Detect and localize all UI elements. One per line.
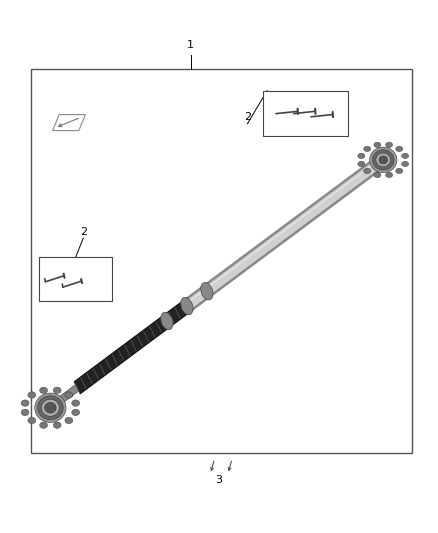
Ellipse shape	[40, 422, 48, 429]
Bar	[263, 91, 348, 136]
Ellipse shape	[376, 153, 391, 167]
Ellipse shape	[65, 417, 73, 424]
Text: 3: 3	[215, 475, 223, 484]
Text: 1: 1	[187, 41, 194, 50]
Ellipse shape	[53, 422, 61, 429]
Ellipse shape	[161, 312, 173, 330]
Polygon shape	[187, 159, 379, 309]
Ellipse shape	[372, 150, 394, 170]
Bar	[39, 257, 112, 301]
Ellipse shape	[21, 400, 29, 406]
Ellipse shape	[35, 393, 66, 422]
Ellipse shape	[358, 161, 365, 167]
Polygon shape	[74, 297, 193, 394]
Ellipse shape	[181, 297, 193, 315]
Ellipse shape	[45, 402, 56, 413]
Text: 2: 2	[244, 112, 251, 122]
Ellipse shape	[72, 400, 80, 406]
Ellipse shape	[41, 399, 60, 416]
Ellipse shape	[21, 409, 29, 416]
Ellipse shape	[379, 156, 388, 164]
Ellipse shape	[364, 146, 371, 151]
Ellipse shape	[65, 392, 73, 398]
Ellipse shape	[374, 142, 381, 148]
Ellipse shape	[402, 153, 409, 158]
Ellipse shape	[201, 282, 213, 300]
Ellipse shape	[385, 172, 392, 177]
Text: 2: 2	[80, 227, 87, 237]
Ellipse shape	[385, 142, 392, 148]
Ellipse shape	[53, 387, 61, 393]
Ellipse shape	[358, 153, 365, 158]
Ellipse shape	[402, 161, 409, 167]
Polygon shape	[52, 385, 79, 408]
Ellipse shape	[40, 387, 48, 393]
Ellipse shape	[28, 417, 36, 424]
Bar	[31, 69, 412, 453]
Ellipse shape	[396, 168, 403, 174]
Ellipse shape	[72, 409, 80, 416]
Ellipse shape	[28, 392, 36, 398]
Ellipse shape	[364, 168, 371, 174]
Ellipse shape	[396, 146, 403, 151]
Ellipse shape	[374, 172, 381, 177]
Ellipse shape	[38, 395, 63, 420]
Ellipse shape	[370, 147, 397, 173]
